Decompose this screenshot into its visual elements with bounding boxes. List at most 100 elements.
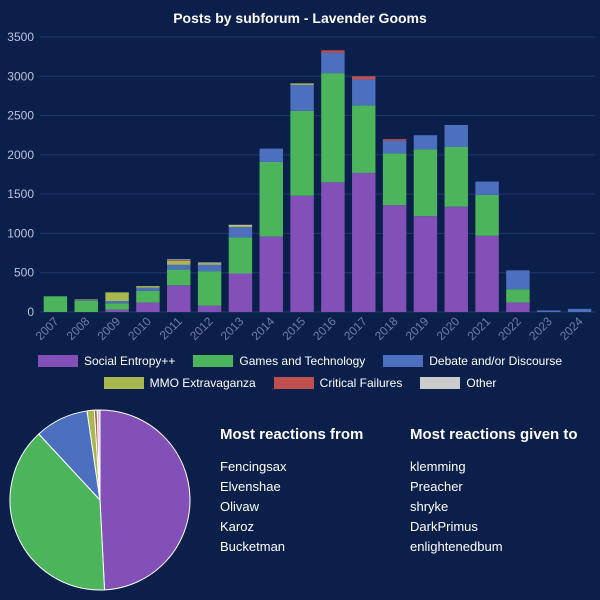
y-tick-label: 3000: [7, 69, 34, 83]
bar-segment: [167, 259, 191, 261]
bar-segment: [352, 79, 376, 106]
legend-item-mmo: MMO Extravaganza: [103, 376, 256, 390]
list-item: Elvenshae: [220, 479, 281, 494]
bar-segment: [228, 273, 253, 312]
bar-segment: [197, 263, 222, 265]
bar-segment: [475, 235, 499, 312]
x-tick-label: 2007: [33, 314, 62, 343]
list-title: Most reactions from: [220, 426, 364, 443]
legend-item-debate: Debate and/or Discourse: [383, 354, 562, 368]
x-tick-label: 2022: [495, 314, 524, 343]
bar-segment: [167, 285, 191, 312]
x-tick-label: 2010: [125, 314, 154, 343]
legend-label: MMO Extravaganza: [149, 376, 256, 390]
list-item: DarkPrimus: [410, 519, 478, 534]
bar-segment: [105, 292, 129, 301]
bar-chart: Posts by subforum - Lavender Gooms 0 500 10…: [7, 10, 595, 343]
bar-segment: [167, 269, 191, 286]
bar-segment: [43, 296, 68, 312]
x-tick-label: 2013: [218, 314, 247, 343]
x-tick-label: 2020: [434, 314, 463, 343]
x-tick-label: 2011: [157, 314, 185, 342]
bar-segment: [352, 105, 376, 173]
y-tick-label: 2000: [7, 148, 34, 162]
bar-segment: [290, 83, 314, 85]
bar-segment: [74, 301, 98, 312]
bar-segment: [567, 308, 592, 312]
bar-segment: [382, 139, 407, 141]
bar-segment: [197, 262, 222, 264]
x-tick-label: 2019: [403, 314, 432, 343]
pie-slice: [99, 409, 191, 591]
bar-segment: [136, 287, 160, 291]
bar-segment: [537, 310, 561, 312]
bar-segment: [259, 236, 283, 312]
pie-slice: [96, 409, 101, 501]
bar-segment: [228, 225, 253, 228]
legend-label: Games and Technology: [239, 354, 366, 368]
bar-segment: [444, 206, 468, 312]
y-tick-label: 3500: [7, 30, 34, 44]
bar-segment: [382, 205, 407, 312]
legend-label: Social Entropy++: [84, 354, 176, 368]
bar-segment: [197, 305, 222, 312]
bar-segment: [136, 286, 160, 288]
bar-segment: [197, 271, 222, 306]
legend-swatch: [273, 377, 314, 389]
y-tick-label: 2500: [7, 109, 34, 123]
y-tick-label: 1000: [7, 226, 34, 240]
list-item: enlightenedbum: [410, 539, 503, 554]
x-tick-label: 2016: [310, 314, 339, 343]
bar-segment: [321, 50, 345, 53]
bar-segment: [506, 302, 530, 312]
bar-segment: [321, 73, 345, 183]
bar-segment: [444, 147, 468, 207]
legend-label: Other: [466, 376, 497, 390]
x-tick-label: 2021: [464, 314, 493, 343]
bar-segment: [413, 135, 438, 150]
bar-segment: [321, 182, 345, 312]
list-item: shryke: [410, 499, 449, 514]
x-tick-label: 2012: [187, 314, 216, 343]
legend-label: Debate and/or Discourse: [429, 354, 562, 368]
y-tick-label: 500: [14, 266, 34, 280]
bar-segment: [321, 52, 345, 74]
y-tick-label: 1500: [7, 187, 34, 201]
bar-segment: [167, 264, 191, 270]
bar-segment: [506, 270, 530, 290]
legend-swatch: [193, 355, 234, 367]
chart-title: Posts by subforum - Lavender Gooms: [173, 10, 427, 26]
bar-segment: [413, 216, 438, 312]
x-tick-label: 2015: [279, 314, 308, 343]
most-reactions-given-list: Most reactions given to klemming Preache…: [410, 426, 578, 557]
list-item: Bucketman: [220, 539, 286, 554]
bar-segment: [352, 172, 376, 312]
y-tick-label: 0: [27, 305, 34, 319]
legend-swatch: [38, 355, 78, 367]
bar-segment: [228, 227, 253, 238]
legend-swatch: [420, 377, 461, 389]
x-tick-label: 2023: [526, 314, 555, 343]
x-tick-label: 2009: [94, 314, 123, 343]
bar-segment: [197, 264, 222, 272]
bar-segment: [167, 260, 191, 265]
bar-segment: [444, 125, 468, 147]
most-reactions-from-list: Most reactions from Fencingsax Elvenshae…: [220, 426, 363, 557]
list-title: Most reactions given to: [410, 426, 578, 443]
bar-segment: [74, 300, 98, 301]
bar-segment: [382, 140, 407, 154]
bar-segment: [167, 260, 191, 261]
legend-row-2: MMO Extravaganza Critical Failures Other: [0, 376, 600, 390]
list-item: Olivaw: [220, 499, 260, 514]
bar-segment: [382, 153, 407, 206]
bar-segment: [475, 194, 499, 236]
bar-segment: [290, 84, 314, 111]
legend-item-games-technology: Games and Technology: [193, 354, 365, 368]
x-tick-label: 2024: [557, 314, 586, 343]
legend-label: Critical Failures: [319, 376, 403, 390]
bar-segment: [290, 110, 314, 196]
bar-segment: [105, 301, 129, 304]
bar-segment: [259, 148, 283, 162]
list-item: Fencingsax: [220, 459, 287, 474]
bar-segment: [136, 302, 160, 312]
